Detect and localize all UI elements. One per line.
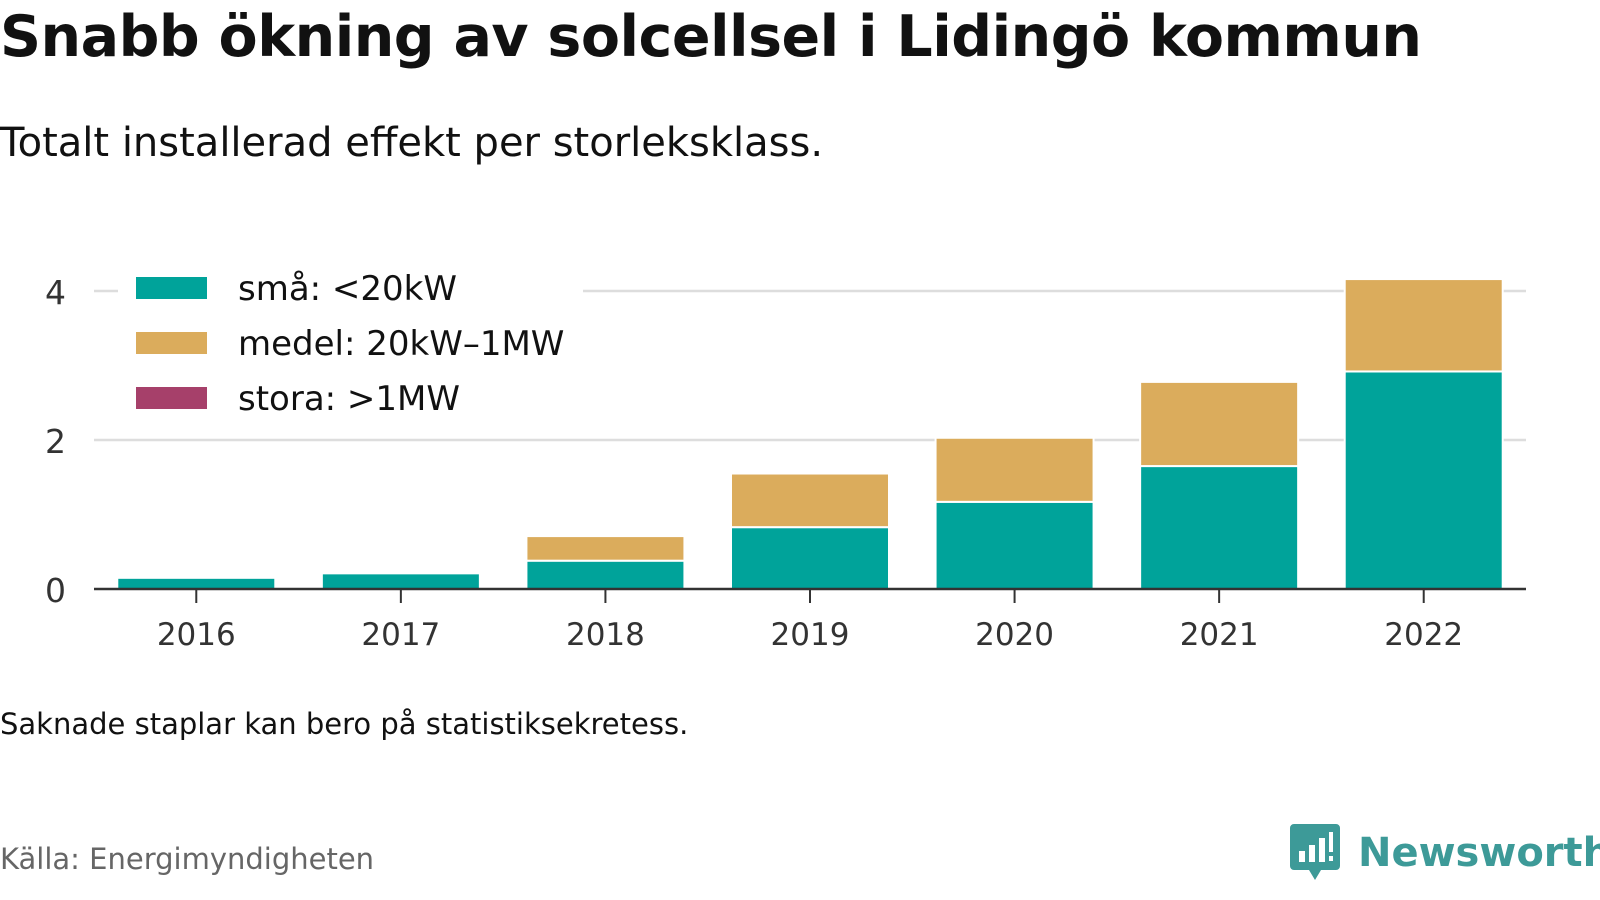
chart-subtitle: Totalt installerad effekt per storlekskl…	[0, 120, 824, 166]
bar-segment	[525, 559, 686, 591]
bar-segment	[730, 472, 890, 529]
y-tick-label: 2	[45, 422, 66, 461]
bar-segment	[730, 526, 890, 590]
bar-segment	[934, 436, 1095, 503]
x-tick-label: 2020	[975, 617, 1054, 653]
y-tick-label: 4	[45, 273, 66, 312]
x-tick-label: 2022	[1384, 617, 1463, 653]
brand-logo[interactable]: Newsworthy	[1290, 824, 1600, 882]
x-tick-label: 2019	[771, 617, 850, 653]
bar-segment	[116, 576, 277, 591]
bar-segment	[1343, 370, 1504, 590]
x-tick-label: 2018	[566, 617, 645, 653]
bar-segment	[320, 572, 481, 590]
legend: små: <20kW medel: 20kW–1MW stora: >1MW	[118, 262, 583, 422]
bars	[116, 278, 1504, 591]
bar-segment	[525, 535, 686, 562]
chart-title: Snabb ökning av solcellsel i Lidingö kom…	[0, 4, 1422, 70]
bar-chart-speech-bubble-icon	[1290, 824, 1340, 880]
x-tick-label: 2017	[361, 617, 440, 653]
bar-segment	[1139, 465, 1300, 591]
bar-segment	[1139, 380, 1300, 468]
brand-name: Newsworthy	[1358, 830, 1600, 876]
legend-swatch	[136, 387, 207, 409]
source-credit: Källa: Energimyndigheten	[0, 842, 375, 876]
x-tick-label: 2016	[157, 617, 236, 653]
legend-label: små: <20kW	[238, 269, 457, 309]
footnote: Saknade staplar kan bero på statistiksek…	[0, 707, 689, 741]
y-axis: 0 2 4	[45, 273, 66, 610]
bar-segment	[1343, 278, 1504, 373]
x-axis	[94, 587, 1526, 603]
legend-swatch	[136, 277, 207, 299]
legend-label: stora: >1MW	[238, 379, 460, 419]
x-tick-labels: 2016 2017 2018 2019 2020 2021 2022	[157, 617, 1463, 653]
legend-swatch	[136, 332, 207, 354]
x-tick-label: 2021	[1180, 617, 1259, 653]
stacked-bar-chart: 0 2 4 2016 2017 2018 2019 2020 2021 2022 små: <2…	[45, 262, 1526, 653]
bar-segment	[934, 500, 1095, 590]
legend-label: medel: 20kW–1MW	[238, 324, 564, 364]
y-tick-label: 0	[45, 571, 66, 610]
